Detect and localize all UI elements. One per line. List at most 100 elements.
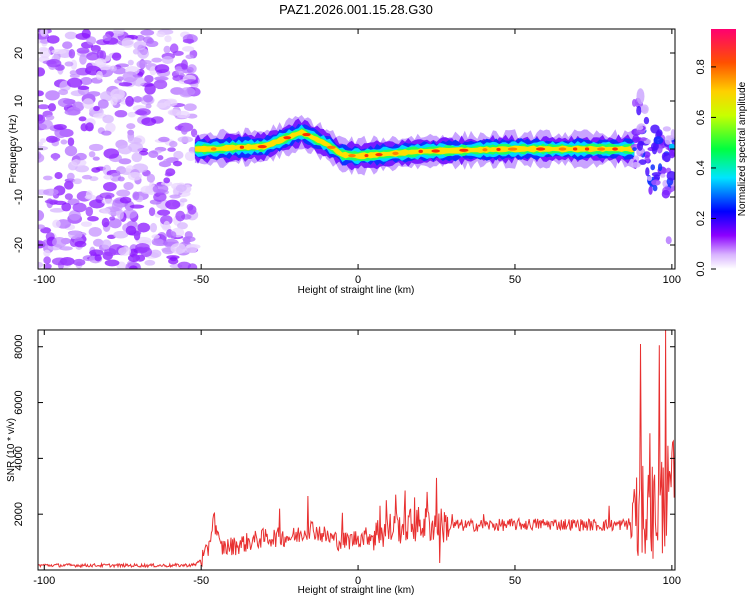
- scatter-blob: [663, 152, 671, 163]
- noise-blob: [151, 238, 164, 246]
- noise-blob: [175, 184, 187, 192]
- noise-blob: [169, 231, 177, 239]
- scatter-blob: [640, 137, 647, 142]
- noise-blob: [135, 243, 150, 252]
- noise-blob: [51, 257, 68, 266]
- noise-blob: [116, 76, 124, 81]
- noise-blob: [38, 67, 46, 77]
- noise-blob: [66, 172, 75, 181]
- noise-blob: [163, 220, 171, 230]
- snr-series-line: [38, 330, 675, 569]
- noise-blob: [176, 110, 191, 119]
- scatter-blob: [631, 161, 641, 168]
- noise-blob: [181, 59, 188, 71]
- colorbar-tick-label: 0.0: [695, 261, 707, 276]
- scatter-blob: [666, 171, 675, 181]
- noise-blob: [177, 136, 194, 143]
- scatter-blob: [645, 167, 650, 177]
- noise-blob: [88, 143, 104, 152]
- scatter-blob: [632, 147, 637, 152]
- noise-blob: [49, 208, 65, 213]
- noise-blob: [38, 104, 50, 110]
- noise-blob: [149, 249, 162, 258]
- noise-blob: [54, 171, 63, 180]
- noise-blob: [153, 192, 167, 202]
- noise-blob: [85, 190, 93, 199]
- noise-blob: [40, 138, 47, 144]
- noise-blob: [64, 31, 78, 40]
- noise-blob: [175, 210, 186, 222]
- signal-peak: [558, 147, 567, 151]
- scatter-blob: [657, 163, 663, 172]
- colorbar-axes: 0.0 0.2 0.4 0.6 0.8: [695, 59, 716, 277]
- y-tick-label: -20: [13, 237, 25, 253]
- noise-blob: [144, 259, 156, 266]
- noise-blob: [38, 261, 44, 268]
- noise-blob: [190, 128, 198, 138]
- noise-blob: [72, 101, 85, 112]
- colorbar-tick-label: 0.4: [695, 160, 707, 175]
- x-tick-label: 0: [355, 274, 361, 286]
- noise-blob: [125, 95, 134, 107]
- noise-blob: [122, 71, 138, 83]
- signal-peak: [482, 148, 488, 152]
- snr-frame: [37, 329, 676, 571]
- y-tick-label: 6000: [13, 390, 25, 414]
- noise-blob: [132, 191, 140, 201]
- scatter-blob: [660, 173, 666, 178]
- noise-blob: [129, 204, 145, 209]
- noise-blob: [59, 246, 73, 251]
- noise-blob: [169, 256, 178, 262]
- noise-blob: [165, 199, 181, 210]
- noise-blob: [45, 90, 60, 101]
- signal-peak: [210, 147, 217, 151]
- noise-blob: [127, 111, 136, 118]
- noise-blob: [103, 174, 113, 180]
- noise-blob: [44, 199, 59, 204]
- noise-blob: [175, 68, 186, 75]
- noise-blob: [45, 114, 55, 121]
- scatter-blob: [653, 136, 664, 145]
- scatter-blob: [637, 125, 644, 131]
- scatter-blob: [638, 159, 647, 165]
- noise-blob: [42, 175, 53, 181]
- spectrogram-panel: [38, 29, 675, 269]
- scatter-blob: [662, 126, 671, 132]
- noise-blob: [86, 36, 97, 45]
- noise-blob: [180, 126, 188, 135]
- noise-blob: [127, 137, 142, 144]
- noise-blob: [86, 62, 93, 72]
- noise-blob: [38, 141, 44, 147]
- noise-blob: [91, 167, 101, 173]
- noise-blob: [118, 246, 132, 256]
- noise-blob: [100, 91, 114, 102]
- noise-blob: [64, 145, 78, 157]
- noise-blob: [127, 59, 134, 66]
- noise-blob: [87, 216, 99, 222]
- x-tick-label: -100: [33, 274, 55, 286]
- noise-blob: [103, 148, 120, 159]
- noise-blob: [140, 29, 155, 36]
- noise-blob: [125, 225, 137, 236]
- noise-blob: [69, 70, 77, 76]
- noise-blob: [57, 97, 73, 108]
- noise-blob: [101, 198, 116, 205]
- noise-blob: [131, 96, 144, 103]
- x-tick-label: 0: [355, 575, 361, 587]
- scatter-blob: [640, 104, 649, 115]
- noise-blob: [131, 152, 143, 163]
- noise-blob: [109, 65, 117, 72]
- colorbar-tick-label: 0.8: [695, 59, 707, 74]
- noise-blob: [157, 209, 171, 216]
- noise-blob: [121, 37, 134, 48]
- noise-blob: [105, 122, 116, 133]
- noise-blob: [62, 41, 73, 50]
- noise-blob: [127, 172, 142, 181]
- noise-blob: [110, 88, 125, 100]
- scatter-blob: [636, 129, 646, 135]
- noise-blob: [85, 122, 94, 132]
- noise-blob: [145, 103, 152, 109]
- noise-blob: [169, 43, 179, 54]
- noise-blob: [163, 177, 171, 184]
